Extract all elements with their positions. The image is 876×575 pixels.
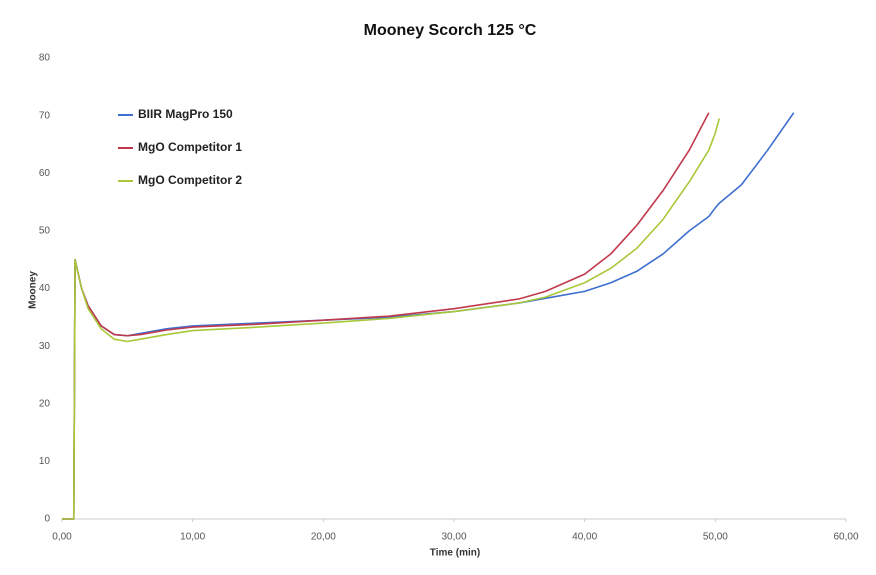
y-tick-label: 60 — [39, 168, 51, 179]
chart-title: Mooney Scorch 125 °C — [364, 22, 537, 39]
data-line — [62, 118, 721, 520]
y-axis-title: Mooney — [28, 271, 39, 309]
y-tick-label: 10 — [39, 456, 51, 467]
legend-text: MgO Competitor 1 — [138, 140, 242, 154]
legend-text: BIIR MagPro 150 — [138, 107, 233, 121]
y-tick-label: 30 — [39, 341, 51, 352]
y-tick-label: 20 — [39, 398, 51, 409]
x-tick-label: 60,00 — [833, 532, 858, 543]
x-tick-label: 0,00 — [52, 532, 72, 543]
y-tick-label: 0 — [44, 514, 50, 525]
x-tick-label: 30,00 — [441, 532, 466, 543]
y-tick-label: 50 — [39, 226, 51, 237]
legend-text: MgO Competitor 2 — [138, 173, 242, 187]
y-tick-label: 40 — [39, 283, 51, 294]
y-tick-label: 70 — [39, 110, 51, 121]
x-tick-label: 40,00 — [572, 532, 597, 543]
x-axis-title: Time (min) — [430, 548, 480, 559]
y-tick-label: 80 — [39, 53, 51, 64]
x-tick-label: 50,00 — [703, 532, 728, 543]
x-tick-label: 20,00 — [311, 532, 336, 543]
x-tick-label: 10,00 — [180, 532, 205, 543]
